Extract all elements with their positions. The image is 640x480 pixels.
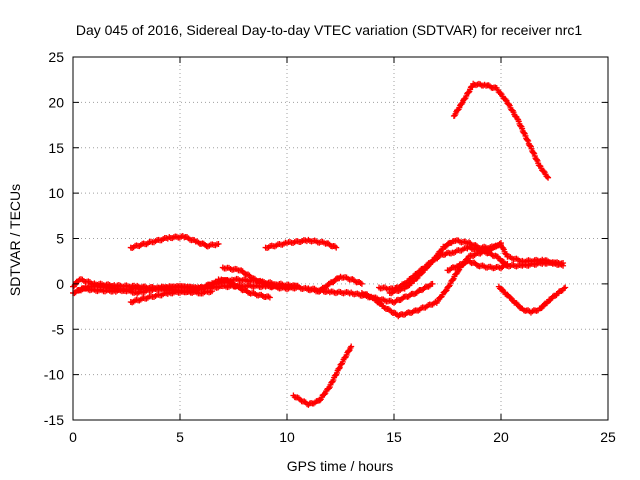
grid xyxy=(73,57,608,420)
data-point xyxy=(503,261,510,268)
data-point xyxy=(446,283,453,290)
x-tick-label: 0 xyxy=(69,429,77,445)
data-point xyxy=(424,264,431,271)
chart-title: Day 045 of 2016, Sidereal Day-to-day VTE… xyxy=(76,22,582,38)
data-point xyxy=(265,293,272,300)
x-tick-label: 5 xyxy=(176,429,184,445)
series-arc-p xyxy=(495,283,569,316)
data-point xyxy=(527,142,534,149)
data-point xyxy=(524,136,531,143)
data-point xyxy=(544,173,551,180)
data-point xyxy=(458,100,465,107)
data-point xyxy=(521,130,528,137)
data-point xyxy=(560,262,567,269)
data-point xyxy=(331,243,338,250)
data-point xyxy=(230,281,237,288)
data-point xyxy=(545,174,552,181)
series-arc-i xyxy=(290,343,355,408)
data-point xyxy=(215,240,222,247)
data-point xyxy=(418,270,425,277)
data-point xyxy=(209,288,216,295)
data-point xyxy=(504,260,511,267)
data-point xyxy=(473,82,480,89)
data-series xyxy=(70,80,569,408)
x-axis-label: GPS time / hours xyxy=(287,458,394,474)
y-tick-label: -5 xyxy=(52,321,65,337)
data-point xyxy=(429,280,436,287)
data-point xyxy=(266,294,273,301)
y-tick-label: 10 xyxy=(48,185,64,201)
data-point xyxy=(525,138,532,145)
data-point xyxy=(357,279,364,286)
data-point xyxy=(333,244,340,251)
data-point xyxy=(560,285,567,292)
data-point xyxy=(533,156,540,163)
data-point xyxy=(504,291,511,298)
x-tick-label: 10 xyxy=(279,429,295,445)
data-point xyxy=(195,239,202,246)
data-point xyxy=(336,364,343,371)
data-point xyxy=(325,385,332,392)
y-tick-label: -10 xyxy=(44,367,64,383)
data-point xyxy=(497,90,504,97)
x-tick-label: 20 xyxy=(493,429,509,445)
y-axis-label: SDTVAR / TECUs xyxy=(7,184,23,296)
y-tick-label: 5 xyxy=(56,231,64,247)
data-point xyxy=(376,299,383,306)
data-point xyxy=(513,300,520,307)
y-tick-label: 25 xyxy=(48,49,64,65)
y-tick-label: 0 xyxy=(56,276,64,292)
y-tick-label: 20 xyxy=(48,94,64,110)
series-arc-m xyxy=(386,237,567,297)
y-tick-label: -15 xyxy=(44,412,64,428)
data-point xyxy=(443,287,450,294)
data-point xyxy=(540,168,547,175)
data-point xyxy=(465,89,472,96)
data-point xyxy=(348,343,355,350)
x-tick-label: 15 xyxy=(386,429,402,445)
series-arc-j xyxy=(305,280,436,306)
series-arc-f xyxy=(215,276,273,301)
data-point xyxy=(358,280,365,287)
data-point xyxy=(365,292,372,299)
data-point xyxy=(502,96,509,103)
data-point xyxy=(460,261,467,268)
series-arc-o xyxy=(450,80,552,181)
data-point xyxy=(336,365,343,372)
x-tick-label: 25 xyxy=(600,429,616,445)
series-arc-n xyxy=(444,257,511,274)
data-point xyxy=(530,149,537,156)
data-point xyxy=(321,391,328,398)
data-point xyxy=(507,294,514,301)
axis-ticks: 0 5 10 15 20 25 -15 -10 -5 0 5 10 15 20 25 xyxy=(44,49,616,445)
series-arc-e xyxy=(127,232,222,251)
data-point xyxy=(449,276,456,283)
data-point xyxy=(370,294,377,301)
y-tick-label: 15 xyxy=(48,140,64,156)
data-point xyxy=(562,284,569,291)
series-arc-h xyxy=(262,236,340,252)
data-point xyxy=(397,296,404,303)
data-point xyxy=(442,288,449,295)
